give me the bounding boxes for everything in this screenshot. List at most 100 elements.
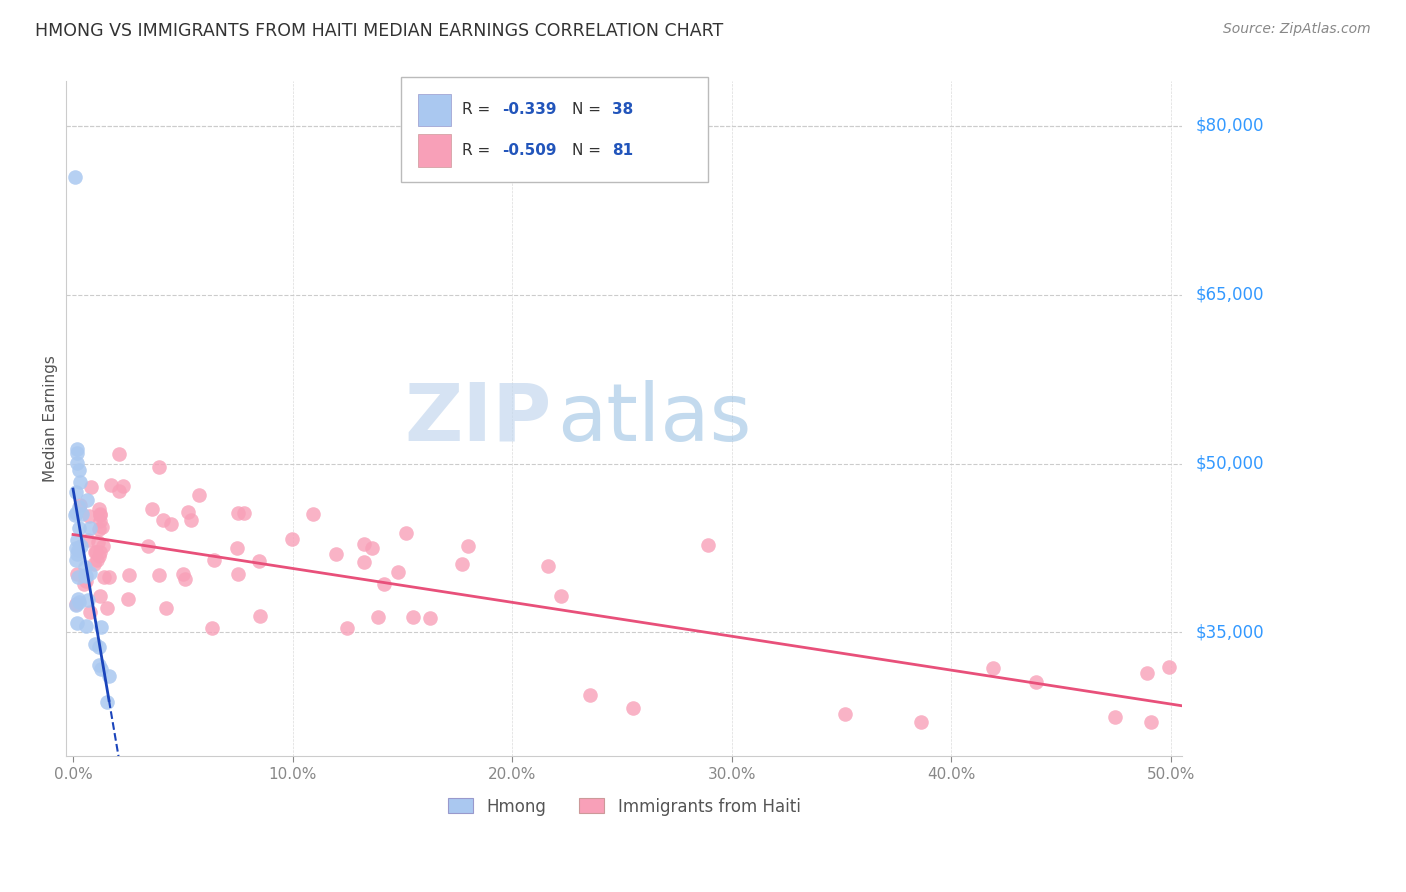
Point — [249, 608, 271, 623]
Point — [111, 479, 134, 493]
Point — [65, 615, 87, 630]
FancyBboxPatch shape — [418, 94, 451, 126]
Point — [457, 539, 479, 553]
Point — [73, 559, 96, 574]
Point — [67, 595, 90, 609]
Point — [86, 534, 108, 549]
Text: Source: ZipAtlas.com: Source: ZipAtlas.com — [1223, 22, 1371, 37]
Point — [70, 507, 93, 521]
Point — [160, 517, 183, 532]
FancyBboxPatch shape — [418, 134, 451, 167]
Point — [89, 545, 111, 559]
Point — [98, 669, 121, 683]
Point — [76, 592, 98, 607]
Point — [75, 569, 97, 583]
Point — [281, 532, 304, 546]
Point — [1136, 666, 1159, 681]
Point — [65, 553, 87, 567]
Point — [86, 553, 108, 567]
Point — [148, 459, 170, 474]
Point — [910, 715, 932, 730]
Point — [100, 478, 122, 492]
Point — [387, 565, 409, 579]
Point — [96, 695, 118, 709]
Point — [1025, 675, 1047, 690]
Text: $35,000: $35,000 — [1197, 624, 1264, 641]
Point — [401, 610, 423, 624]
Point — [419, 611, 441, 625]
Text: $65,000: $65,000 — [1197, 285, 1264, 304]
Point — [79, 566, 101, 580]
Point — [87, 640, 110, 655]
Point — [226, 566, 249, 581]
Point — [136, 540, 159, 554]
Point — [360, 541, 382, 555]
Point — [367, 610, 389, 624]
Point — [89, 514, 111, 528]
Point — [1104, 710, 1126, 724]
Point — [84, 637, 107, 651]
Point — [226, 506, 249, 520]
Point — [79, 521, 101, 535]
Point — [89, 508, 111, 522]
Point — [325, 547, 347, 561]
Text: HMONG VS IMMIGRANTS FROM HAITI MEDIAN EARNINGS CORRELATION CHART: HMONG VS IMMIGRANTS FROM HAITI MEDIAN EA… — [35, 22, 724, 40]
Y-axis label: Median Earnings: Median Earnings — [44, 355, 58, 482]
Text: 81: 81 — [612, 143, 633, 158]
Point — [79, 509, 101, 524]
Point — [77, 533, 100, 547]
Point — [353, 555, 375, 569]
Point — [66, 567, 89, 582]
Point — [353, 536, 375, 550]
Point — [1140, 715, 1163, 730]
Point — [226, 541, 249, 556]
Point — [201, 621, 224, 635]
Point — [69, 499, 91, 513]
Point — [65, 508, 87, 523]
Point — [579, 688, 602, 702]
Point — [79, 605, 101, 619]
Point — [336, 622, 359, 636]
Point — [67, 542, 90, 557]
Point — [107, 484, 129, 499]
Point — [90, 662, 112, 676]
Text: N =: N = — [572, 103, 606, 118]
Point — [1157, 660, 1180, 674]
Point — [155, 600, 177, 615]
Point — [75, 574, 97, 588]
Point — [117, 591, 139, 606]
Point — [83, 558, 105, 572]
Point — [69, 475, 91, 490]
Point — [65, 541, 87, 555]
Point — [188, 488, 211, 502]
Text: R =: R = — [463, 143, 495, 158]
Point — [180, 513, 202, 527]
Point — [697, 538, 720, 552]
Point — [67, 500, 90, 514]
Point — [172, 566, 194, 581]
Point — [84, 544, 107, 558]
Point — [66, 547, 89, 561]
Point — [450, 557, 472, 571]
Point — [66, 442, 89, 457]
Point — [302, 507, 325, 521]
Point — [550, 590, 572, 604]
Point — [87, 502, 110, 516]
Point — [66, 570, 89, 584]
Point — [66, 533, 89, 547]
Point — [141, 502, 163, 516]
Point — [80, 480, 103, 494]
Text: N =: N = — [572, 143, 606, 158]
Point — [96, 601, 118, 615]
Text: $80,000: $80,000 — [1197, 117, 1264, 135]
Point — [87, 658, 110, 673]
Point — [66, 446, 89, 460]
Point — [75, 567, 97, 582]
Point — [75, 619, 97, 633]
Point — [108, 447, 131, 461]
Point — [65, 598, 87, 612]
Point — [66, 456, 89, 470]
FancyBboxPatch shape — [401, 78, 707, 182]
Point — [67, 591, 90, 606]
Point — [247, 554, 270, 568]
